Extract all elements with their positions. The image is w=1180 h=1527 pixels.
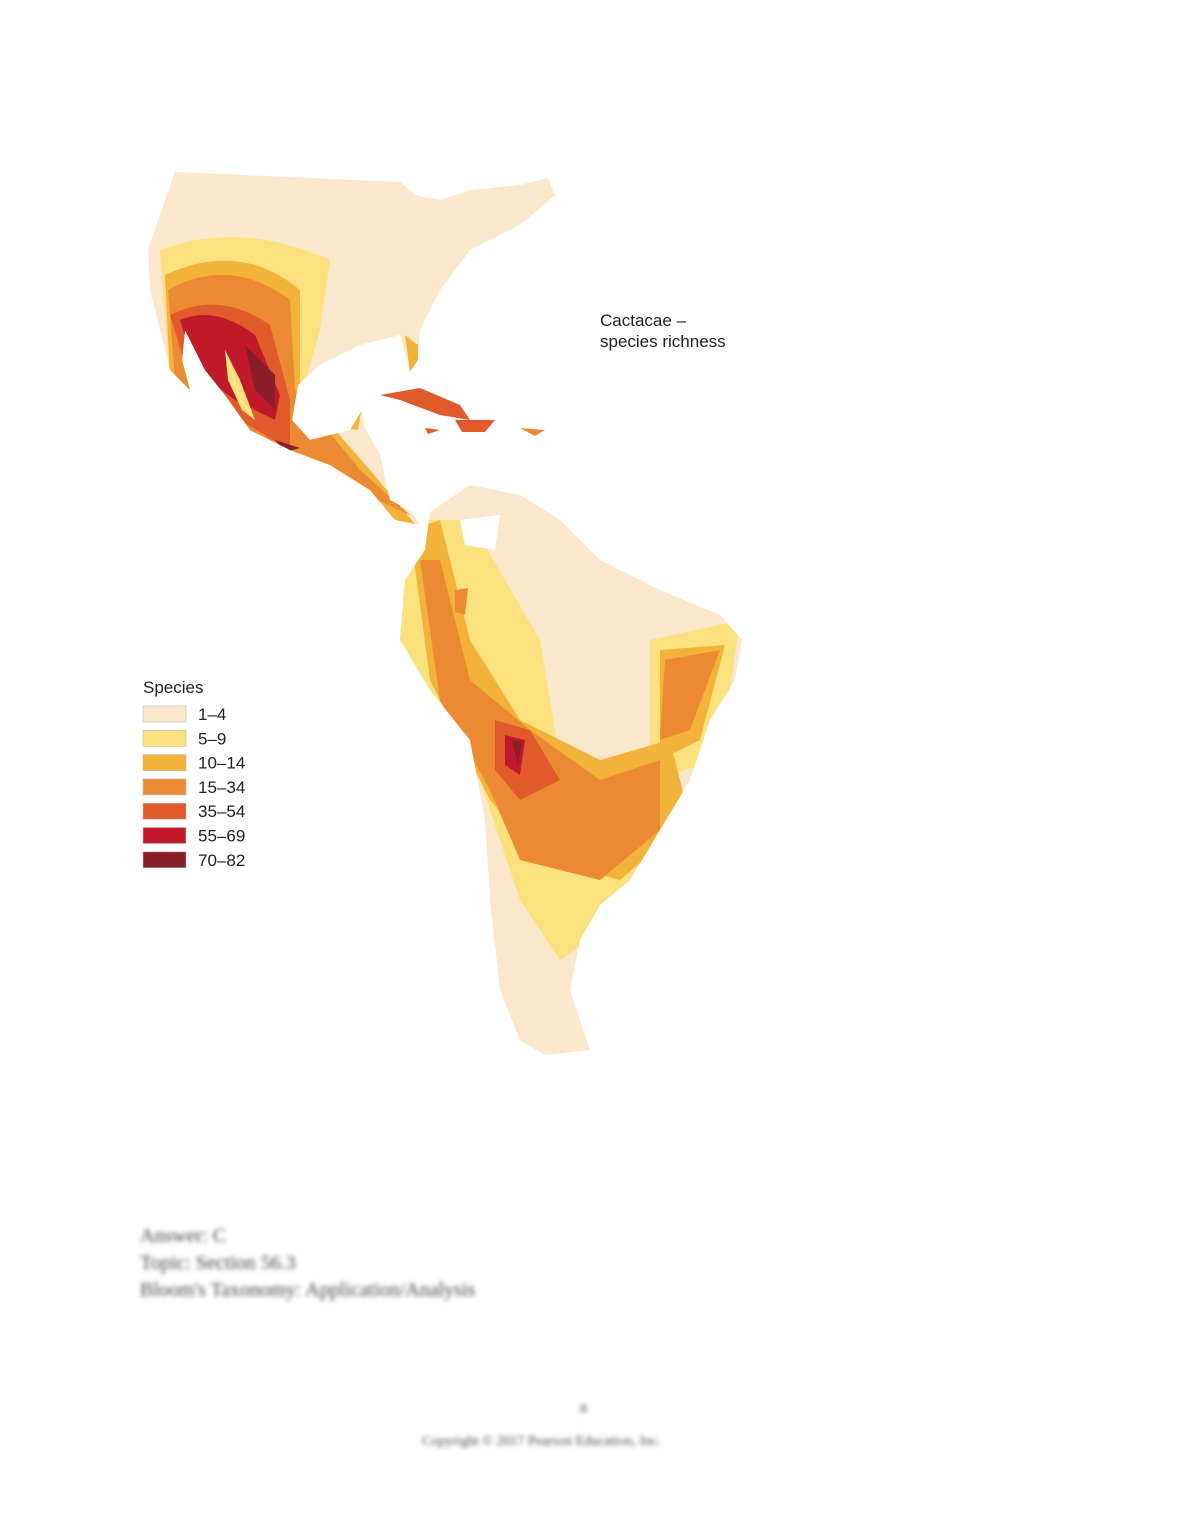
legend-label: 5–9 (198, 729, 226, 748)
region (245, 345, 300, 452)
page-number: 8 (580, 1402, 587, 1417)
legend-label: 35–54 (198, 802, 245, 821)
region (225, 350, 255, 420)
legend-label: 15–34 (198, 778, 245, 797)
caribbean (520, 428, 545, 436)
caribbean (380, 388, 495, 434)
map-title: species richness (600, 332, 726, 351)
south-america (400, 485, 742, 1055)
region (512, 740, 522, 765)
legend-swatch (142, 778, 187, 796)
north-america (148, 172, 555, 525)
legend-label: 10–14 (198, 754, 245, 773)
region (420, 560, 720, 880)
region (400, 520, 740, 960)
legend-label: 1–4 (198, 705, 226, 724)
legend-swatch (142, 729, 187, 747)
footer-line: Bloom's Taxonomy: Application/Analysis (140, 1279, 476, 1301)
legend-swatch (142, 851, 187, 869)
legend: 1–4 5–9 10–14 15–34 35–54 55–69 70–82 (142, 705, 245, 870)
footer-line: Answer: C (140, 1225, 227, 1247)
legend-label: 70–82 (198, 851, 245, 870)
footer-notes: Answer: C Topic: Section 56.3 Bloom's Ta… (140, 1223, 475, 1304)
footer-line: Topic: Section 56.3 (140, 1252, 296, 1274)
region (460, 515, 500, 550)
legend-swatch (142, 705, 187, 723)
legend-label: 55–69 (198, 827, 245, 846)
legend-swatch (142, 827, 187, 844)
map-title: Cactacae – (600, 311, 687, 330)
copyright: Copyright © 2017 Pearson Education, Inc. (422, 1434, 661, 1449)
legend-title: Species (143, 678, 203, 697)
legend-swatch (142, 754, 187, 771)
legend-swatch (142, 802, 187, 820)
